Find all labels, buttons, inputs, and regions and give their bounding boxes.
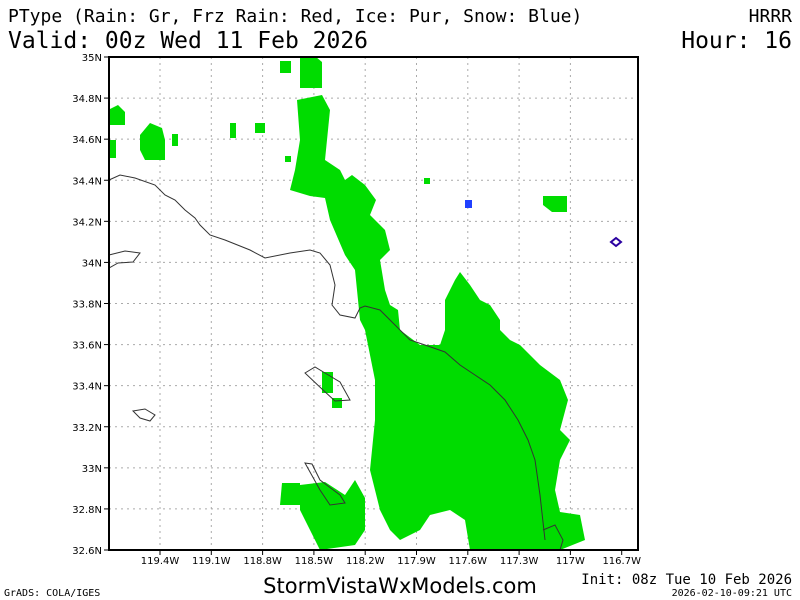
rain-area	[543, 196, 567, 212]
coastlines	[108, 174, 564, 551]
rain-area	[322, 372, 333, 393]
rain-area	[108, 140, 116, 158]
forecast-hour: Hour: 16	[681, 28, 792, 54]
lat-tick-label: 32.8N	[72, 505, 102, 516]
rain-area	[255, 123, 265, 133]
rain-area	[332, 398, 342, 408]
rain-area	[424, 178, 430, 184]
lon-tick-label: 118.8W	[243, 556, 282, 567]
rain-area	[172, 134, 178, 146]
valid-time: Valid: 00z Wed 11 Feb 2026	[8, 28, 369, 54]
grads-credit: GrADS: COLA/IGES	[4, 588, 101, 599]
lat-tick-label: 35N	[82, 53, 102, 64]
rain-area	[108, 105, 125, 125]
lat-tick-label: 33N	[82, 464, 102, 475]
map-title: PType (Rain: Gr, Frz Rain: Red, Ice: Pur…	[8, 6, 583, 27]
lon-tick-label: 117.6W	[449, 556, 488, 567]
rain-area	[280, 61, 291, 73]
model-name: HRRR	[748, 6, 792, 27]
lat-tick-label: 34N	[82, 258, 102, 269]
rain-area	[285, 156, 291, 162]
rain-area	[300, 480, 365, 550]
lon-tick-label: 117W	[556, 556, 585, 567]
coastline	[108, 174, 546, 541]
lon-tick-label: 117.9W	[397, 556, 436, 567]
lat-tick-labels: 35N 34.8N 34.6N 34.4N 34.2N 34N 33.8N 33.6N 33.4…	[72, 53, 109, 557]
island	[108, 250, 141, 269]
rain-area	[280, 483, 300, 505]
lat-tick-label: 34.2N	[72, 217, 102, 228]
rain-areas	[108, 57, 585, 550]
lat-tick-label: 34.8N	[72, 94, 102, 105]
lon-tick-label: 119.4W	[141, 556, 180, 567]
lat-tick-label: 34.6N	[72, 135, 102, 146]
snow-point	[465, 200, 472, 208]
island	[131, 408, 156, 422]
lon-tick-label: 118.2W	[346, 556, 385, 567]
lat-tick-label: 33.4N	[72, 382, 102, 393]
lat-tick-label: 33.8N	[72, 300, 102, 311]
island	[304, 366, 351, 402]
lat-tick-label: 33.2N	[72, 423, 102, 434]
init-time: Init: 08z Tue 10 Feb 2026	[581, 572, 792, 588]
brand-watermark: StormVistaWxModels.com	[263, 574, 537, 598]
lon-tick-label: 116.7W	[602, 556, 641, 567]
ice-point	[609, 236, 623, 248]
rain-area	[300, 57, 322, 88]
island	[304, 462, 346, 506]
lat-tick-label: 34.4N	[72, 176, 102, 187]
generation-timestamp: 2026-02-10-09:21 UTC	[671, 588, 792, 599]
coastline	[542, 524, 564, 551]
rain-area	[230, 123, 236, 138]
rain-area-main	[290, 95, 585, 550]
rain-area	[140, 123, 165, 160]
lon-tick-label: 117.3W	[500, 556, 539, 567]
lat-tick-label: 32.6N	[72, 546, 102, 557]
lat-tick-label: 33.6N	[72, 341, 102, 352]
lon-tick-label: 118.5W	[295, 556, 334, 567]
lon-tick-labels: 119.4W 119.1W 118.8W 118.5W 118.2W 117.9W 117.…	[141, 550, 641, 567]
lon-tick-label: 119.1W	[192, 556, 231, 567]
